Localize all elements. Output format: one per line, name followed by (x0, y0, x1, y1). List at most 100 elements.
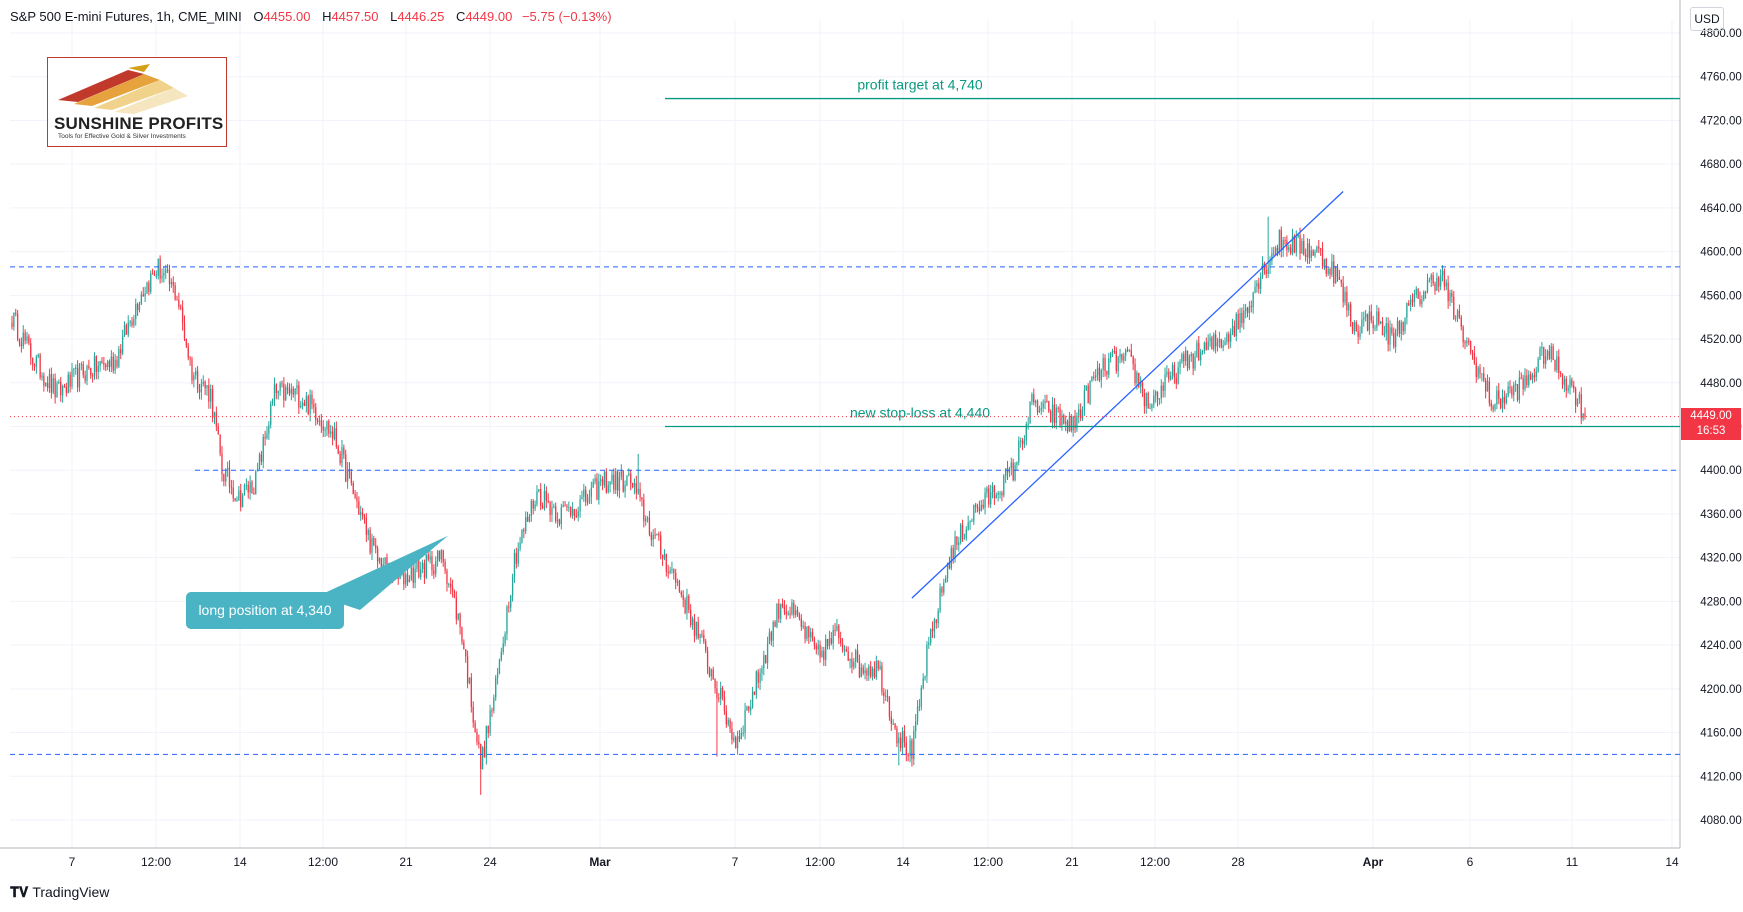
candle-body (1509, 386, 1511, 389)
candle-body (228, 467, 231, 487)
candle-body (275, 384, 278, 394)
candle-body (1511, 388, 1513, 396)
candle-body (1576, 398, 1579, 406)
price-tick-label: 4200.00 (1700, 684, 1742, 696)
candle-body (708, 667, 711, 677)
candle-body (849, 658, 851, 661)
candle-body (1246, 308, 1249, 313)
candle-body (860, 667, 862, 677)
candle-body (1361, 319, 1363, 334)
time-tick-label: 14 (896, 855, 910, 869)
candle-body (624, 485, 626, 492)
candle-body (682, 594, 684, 600)
candle-body (1173, 365, 1176, 378)
candle-body (298, 385, 300, 408)
candle-body (656, 533, 658, 536)
candle-body (697, 621, 699, 638)
candle-body (757, 671, 759, 683)
candle-body (1319, 248, 1322, 250)
candle-body (1280, 229, 1282, 250)
candle-body (916, 706, 919, 722)
candle-body (1029, 401, 1031, 424)
candle-body (80, 364, 83, 366)
candle-body (1353, 322, 1356, 332)
candle-body (660, 535, 662, 555)
candle-body (69, 374, 71, 387)
candle-body (1398, 320, 1401, 335)
candle-body (933, 619, 936, 632)
candle-body (255, 471, 257, 495)
candle-body (249, 481, 251, 493)
candle-body (455, 597, 457, 620)
candle-body (652, 534, 654, 540)
candle-body (106, 361, 109, 368)
candle-body (750, 707, 752, 711)
trendline (911, 191, 1344, 599)
candle-body (165, 269, 167, 273)
candle-body (738, 736, 741, 739)
candle-body (699, 634, 701, 638)
candle-body (483, 747, 486, 758)
candle-body (311, 394, 313, 405)
candle-body (778, 603, 780, 619)
candle-body (279, 383, 281, 391)
candle-body (1042, 402, 1044, 409)
candle-body (558, 519, 561, 524)
candle-body (296, 385, 298, 389)
candle-body (543, 490, 546, 509)
candle-body (1113, 350, 1116, 352)
candle-body (553, 506, 555, 508)
candle-body (1541, 347, 1543, 349)
candle-body (768, 632, 771, 644)
candle-body (1295, 237, 1297, 253)
candle-body (502, 643, 504, 652)
candle-body (183, 322, 186, 339)
candle-body (406, 574, 409, 583)
footer-brand[interactable]: 𝐓𝐕 TradingView (10, 884, 109, 901)
candle-body (196, 370, 199, 390)
candle-body (217, 426, 219, 435)
candle-body (759, 673, 761, 683)
candle-body (1520, 377, 1522, 379)
candle-body (560, 507, 562, 524)
candle-body (1402, 322, 1404, 332)
candle-body (187, 346, 189, 358)
candle-body (260, 454, 263, 462)
candle-body (1233, 326, 1236, 337)
candle-body (1162, 385, 1164, 391)
candle-body (785, 611, 787, 615)
candle-body (1338, 276, 1341, 280)
time-tick-label: 6 (1467, 855, 1474, 869)
candle-body (472, 706, 474, 723)
candle-body (436, 550, 439, 562)
candle-body (926, 644, 928, 677)
candle-body (1175, 377, 1177, 384)
candle-body (1492, 406, 1494, 410)
candle-body (1321, 248, 1324, 267)
candle-body (1102, 358, 1104, 370)
candle-body (1130, 350, 1132, 357)
candle-body (1513, 384, 1515, 396)
candle-body (1524, 375, 1526, 390)
candle-body (1012, 462, 1014, 481)
candle-body (1329, 269, 1331, 275)
candle-body (871, 668, 874, 677)
currency-button[interactable]: USD (1690, 7, 1724, 31)
candle-body (50, 374, 53, 393)
candle-body (1177, 367, 1179, 384)
candle-body (751, 691, 754, 708)
candle-body (1310, 250, 1312, 258)
candle-body (303, 402, 306, 406)
candle-body (234, 498, 236, 501)
candle-body (1016, 462, 1018, 465)
candle-body (1325, 258, 1327, 274)
price-tick-label: 4600.00 (1700, 247, 1742, 259)
close-label: C (455, 9, 466, 24)
candle-body (1312, 250, 1314, 256)
candle-body (26, 336, 28, 341)
candle-body (954, 536, 956, 559)
candle-body (1378, 311, 1380, 324)
candle-body (1063, 415, 1065, 424)
candle-body (453, 591, 456, 598)
